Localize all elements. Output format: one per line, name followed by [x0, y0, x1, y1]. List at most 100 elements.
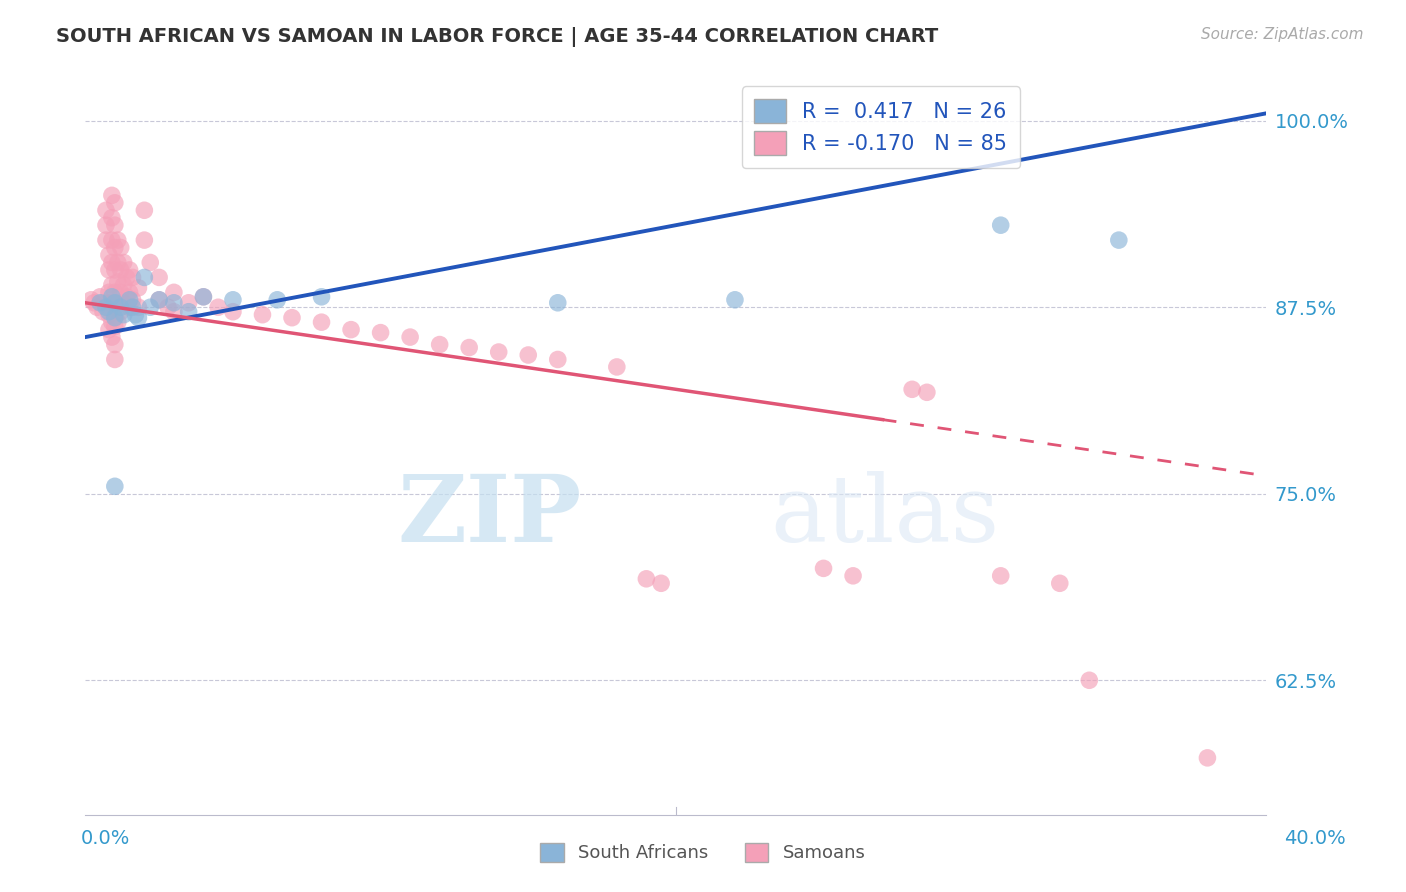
- Point: [340, 323, 363, 337]
- Point: [281, 310, 304, 325]
- Point: [311, 290, 333, 304]
- Point: [311, 315, 333, 329]
- Point: [104, 241, 127, 255]
- Point: [399, 330, 422, 344]
- Point: [101, 277, 124, 292]
- Point: [134, 203, 156, 218]
- Y-axis label: In Labor Force | Age 35-44: In Labor Force | Age 35-44: [0, 332, 8, 551]
- Point: [97, 304, 120, 318]
- Point: [97, 295, 120, 310]
- Point: [121, 293, 143, 307]
- Point: [104, 285, 127, 300]
- Point: [842, 569, 865, 583]
- Point: [112, 277, 135, 292]
- Point: [488, 345, 510, 359]
- Point: [990, 218, 1012, 232]
- Point: [94, 233, 117, 247]
- Point: [156, 300, 179, 314]
- Point: [101, 188, 124, 202]
- Point: [104, 218, 127, 232]
- Point: [127, 300, 149, 314]
- Point: [112, 308, 135, 322]
- Point: [91, 295, 114, 310]
- Point: [112, 255, 135, 269]
- Point: [97, 285, 120, 300]
- Point: [107, 295, 129, 310]
- Point: [148, 293, 170, 307]
- Point: [112, 295, 135, 310]
- Point: [115, 270, 138, 285]
- Point: [429, 337, 451, 351]
- Point: [1078, 673, 1101, 688]
- Point: [517, 348, 540, 362]
- Point: [110, 285, 132, 300]
- Point: [547, 352, 569, 367]
- Point: [118, 300, 141, 314]
- Point: [547, 295, 569, 310]
- Point: [606, 359, 628, 374]
- Point: [94, 300, 117, 314]
- Point: [458, 341, 481, 355]
- Point: [1049, 576, 1071, 591]
- Point: [650, 576, 672, 591]
- Point: [107, 255, 129, 269]
- Point: [127, 281, 149, 295]
- Point: [94, 218, 117, 232]
- Point: [121, 270, 143, 285]
- Point: [97, 308, 120, 322]
- Point: [104, 295, 127, 310]
- Point: [724, 293, 747, 307]
- Point: [101, 290, 124, 304]
- Point: [101, 255, 124, 269]
- Point: [193, 290, 215, 304]
- Point: [97, 263, 120, 277]
- Point: [101, 233, 124, 247]
- Point: [104, 479, 127, 493]
- Point: [1108, 233, 1130, 247]
- Point: [101, 211, 124, 225]
- Point: [222, 304, 245, 318]
- Point: [115, 290, 138, 304]
- Point: [104, 195, 127, 210]
- Point: [110, 241, 132, 255]
- Point: [110, 304, 132, 318]
- Text: 0.0%: 0.0%: [80, 829, 131, 848]
- Point: [148, 293, 170, 307]
- Point: [118, 285, 141, 300]
- Point: [118, 263, 141, 277]
- Point: [83, 295, 105, 310]
- Point: [148, 270, 170, 285]
- Point: [107, 233, 129, 247]
- Point: [124, 308, 146, 322]
- Point: [86, 300, 108, 314]
- Point: [222, 293, 245, 307]
- Point: [110, 263, 132, 277]
- Point: [89, 295, 111, 310]
- Point: [101, 295, 124, 310]
- Point: [193, 290, 215, 304]
- Text: 40.0%: 40.0%: [1284, 829, 1346, 848]
- Point: [163, 285, 186, 300]
- Point: [80, 293, 103, 307]
- Point: [127, 310, 149, 325]
- Text: Source: ZipAtlas.com: Source: ZipAtlas.com: [1201, 27, 1364, 42]
- Point: [118, 293, 141, 307]
- Point: [163, 295, 186, 310]
- Point: [252, 308, 274, 322]
- Point: [636, 572, 658, 586]
- Point: [104, 319, 127, 334]
- Point: [104, 337, 127, 351]
- Point: [104, 300, 127, 314]
- Point: [91, 304, 114, 318]
- Text: SOUTH AFRICAN VS SAMOAN IN LABOR FORCE | AGE 35-44 CORRELATION CHART: SOUTH AFRICAN VS SAMOAN IN LABOR FORCE |…: [56, 27, 938, 46]
- Point: [915, 385, 938, 400]
- Point: [107, 275, 129, 289]
- Text: ZIP: ZIP: [396, 471, 582, 561]
- Point: [97, 248, 120, 262]
- Point: [901, 382, 924, 396]
- Point: [177, 304, 200, 318]
- Point: [134, 270, 156, 285]
- Point: [94, 203, 117, 218]
- Point: [370, 326, 392, 340]
- Point: [163, 304, 186, 318]
